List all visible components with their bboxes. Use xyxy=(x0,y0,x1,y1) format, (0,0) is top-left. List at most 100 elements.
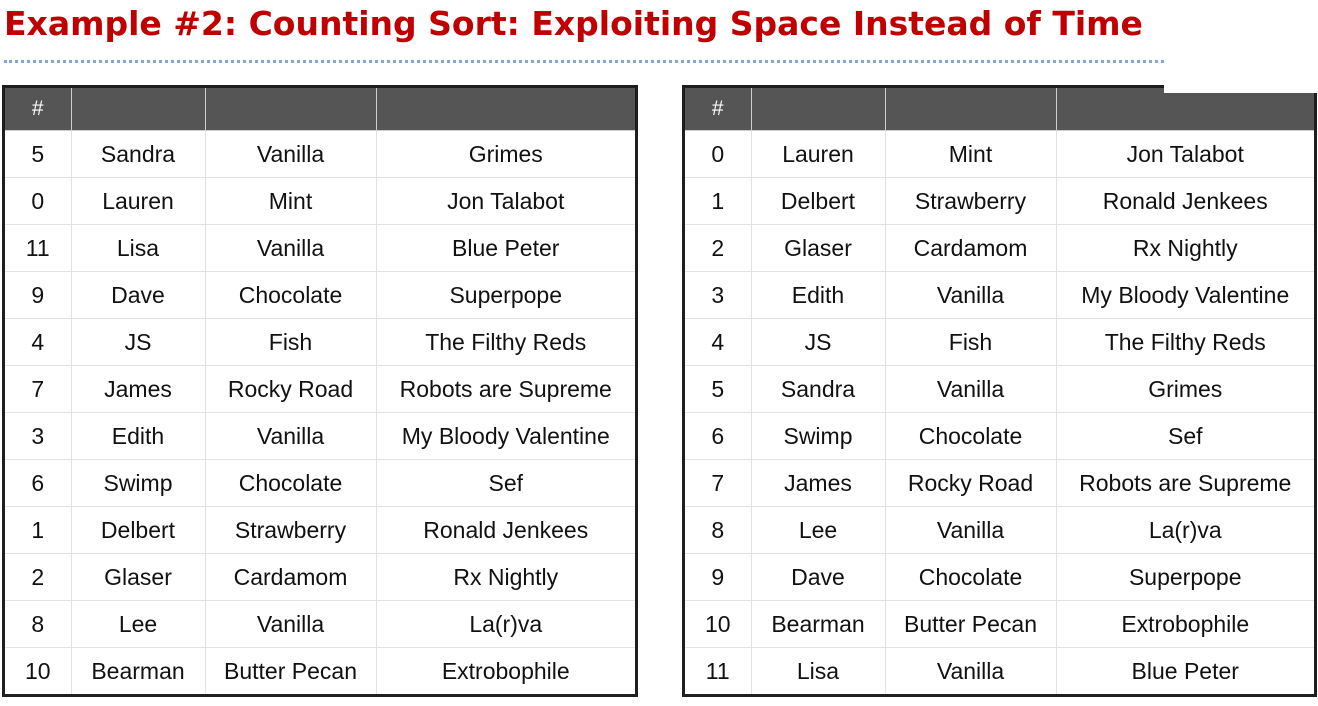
cell-name: James xyxy=(751,459,886,507)
sorted-table: # 0 Lauren Mint Jon Talabot 1 Delbert Strawber… xyxy=(685,88,1314,694)
cell-band: Blue Peter xyxy=(1131,657,1239,684)
table-row: 9 Dave Chocolate Superpope xyxy=(5,271,635,319)
cell-band: Blue Peter xyxy=(376,224,635,272)
cell-band: Ronald Jenkees xyxy=(1056,177,1314,225)
cell-name: James xyxy=(71,365,206,413)
table-row: 10 Bearman Butter Pecan Extrobophile xyxy=(5,647,635,694)
table-row: 7 James Rocky Road Robots are Supreme xyxy=(685,459,1314,507)
cell-name: Glaser xyxy=(751,224,886,272)
cell-flavor: Mint xyxy=(205,177,377,225)
column-header-flavor xyxy=(205,88,377,131)
cell-name: Lauren xyxy=(751,130,886,178)
column-header-flavor xyxy=(885,88,1057,131)
cell-flavor: Chocolate xyxy=(885,553,1057,601)
table-row: 1 Delbert Strawberry Ronald Jenkees xyxy=(5,506,635,554)
column-header-name xyxy=(751,88,886,131)
title-divider xyxy=(4,60,1164,63)
slide-title: Example #2: Counting Sort: Exploiting Sp… xyxy=(4,4,1143,43)
cell-band: Grimes xyxy=(376,130,635,178)
cell-flavor: Rocky Road xyxy=(885,459,1057,507)
cell-number: 4 xyxy=(685,318,752,366)
cell-flavor: Vanilla xyxy=(885,647,1057,694)
cell-band: Superpope xyxy=(376,271,635,319)
sorted-table-container: # 0 Lauren Mint Jon Talabot 1 Delbert Strawber… xyxy=(682,85,1317,697)
cell-number: 2 xyxy=(685,224,752,272)
cell-flavor: Butter Pecan xyxy=(205,647,377,694)
cell-name: Sandra xyxy=(71,130,206,178)
cell-band: The Filthy Reds xyxy=(1056,318,1314,366)
cell-number: 9 xyxy=(685,553,752,601)
cell-number: 0 xyxy=(5,177,72,225)
cell-band: The Filthy Reds xyxy=(376,318,635,366)
cell-flavor: Rocky Road xyxy=(205,365,377,413)
table-row: 7 James Rocky Road Robots are Supreme xyxy=(5,365,635,413)
cell-flavor: Cardamom xyxy=(205,553,377,601)
table-row: 0 Lauren Mint Jon Talabot xyxy=(5,177,635,225)
cell-flavor: Vanilla xyxy=(205,600,377,648)
cell-name: Edith xyxy=(751,271,886,319)
cell-band: Ronald Jenkees xyxy=(376,506,635,554)
cell-name: Swimp xyxy=(751,412,886,460)
cell-name: Lisa xyxy=(71,224,206,272)
table-row: 6 Swimp Chocolate Sef xyxy=(685,412,1314,460)
table-row: 8 Lee Vanilla La(r)va xyxy=(5,600,635,648)
column-header-number: # xyxy=(685,88,752,131)
cell-number: 0 xyxy=(685,130,752,178)
cell-band: Rx Nightly xyxy=(1056,224,1314,272)
cell-name: Lee xyxy=(751,506,886,554)
table-row: 2 Glaser Cardamom Rx Nightly xyxy=(5,553,635,601)
cell-number: 6 xyxy=(5,459,72,507)
table-row: 11 Lisa Vanilla Blue Peter xyxy=(5,224,635,272)
cell-band: Jon Talabot xyxy=(1056,130,1314,178)
cell-name: Delbert xyxy=(751,177,886,225)
cell-number: 5 xyxy=(5,130,72,178)
cell-flavor: Vanilla xyxy=(205,224,377,272)
cell-flavor: Cardamom xyxy=(885,224,1057,272)
column-header-band xyxy=(376,88,635,131)
cell-number: 11 xyxy=(5,224,72,272)
cell-band: Grimes xyxy=(1056,365,1314,413)
column-header-name xyxy=(71,88,206,131)
cell-flavor: Fish xyxy=(205,318,377,366)
cell-band: Extrobophile xyxy=(1056,600,1314,648)
header-row: # xyxy=(685,88,1314,131)
cell-band: Sef xyxy=(376,459,635,507)
cell-name: Lee xyxy=(71,600,206,648)
cell-flavor: Butter Pecan xyxy=(885,600,1057,648)
cell-name: Dave xyxy=(71,271,206,319)
cell-band: My Bloody Valentine xyxy=(376,412,635,460)
cell-name: Glaser xyxy=(71,553,206,601)
table-row: 10 Bearman Butter Pecan Extrobophile xyxy=(685,600,1314,648)
cell-number: 7 xyxy=(685,459,752,507)
table-row: 3 Edith Vanilla My Bloody Valentine xyxy=(5,412,635,460)
cell-number: 6 xyxy=(685,412,752,460)
cell-number: 8 xyxy=(5,600,72,648)
cell-number: 7 xyxy=(5,365,72,413)
cell-flavor: Chocolate xyxy=(885,412,1057,460)
cell-band: La(r)va xyxy=(376,600,635,648)
cell-name: Dave xyxy=(751,553,886,601)
cell-band: La(r)va xyxy=(1056,506,1314,554)
table-row: 4 JS Fish The Filthy Reds xyxy=(685,318,1314,366)
cell-band: My Bloody Valentine xyxy=(1056,271,1314,319)
cell-number: 5 xyxy=(685,365,752,413)
header-overlay xyxy=(1164,85,1318,93)
cell-number: 4 xyxy=(5,318,72,366)
cell-flavor: Strawberry xyxy=(885,177,1057,225)
cell-name: Lisa xyxy=(751,647,886,694)
cell-number: 2 xyxy=(5,553,72,601)
cell-band: Robots are Supreme xyxy=(1056,459,1314,507)
cell-name: Bearman xyxy=(751,600,886,648)
table-row: 5 Sandra Vanilla Grimes xyxy=(5,130,635,178)
table-row: 4 JS Fish The Filthy Reds xyxy=(5,318,635,366)
cell-flavor: Vanilla xyxy=(885,365,1057,413)
cell-name: Sandra xyxy=(751,365,886,413)
column-header-band xyxy=(1056,88,1314,131)
cell-name: Swimp xyxy=(71,459,206,507)
cell-band: Sef xyxy=(1056,412,1314,460)
cell-band: Extrobophile xyxy=(441,657,570,684)
header-row: # xyxy=(5,88,635,131)
table-row: 9 Dave Chocolate Superpope xyxy=(685,553,1314,601)
table-row: 6 Swimp Chocolate Sef xyxy=(5,459,635,507)
cell-flavor: Mint xyxy=(885,130,1057,178)
